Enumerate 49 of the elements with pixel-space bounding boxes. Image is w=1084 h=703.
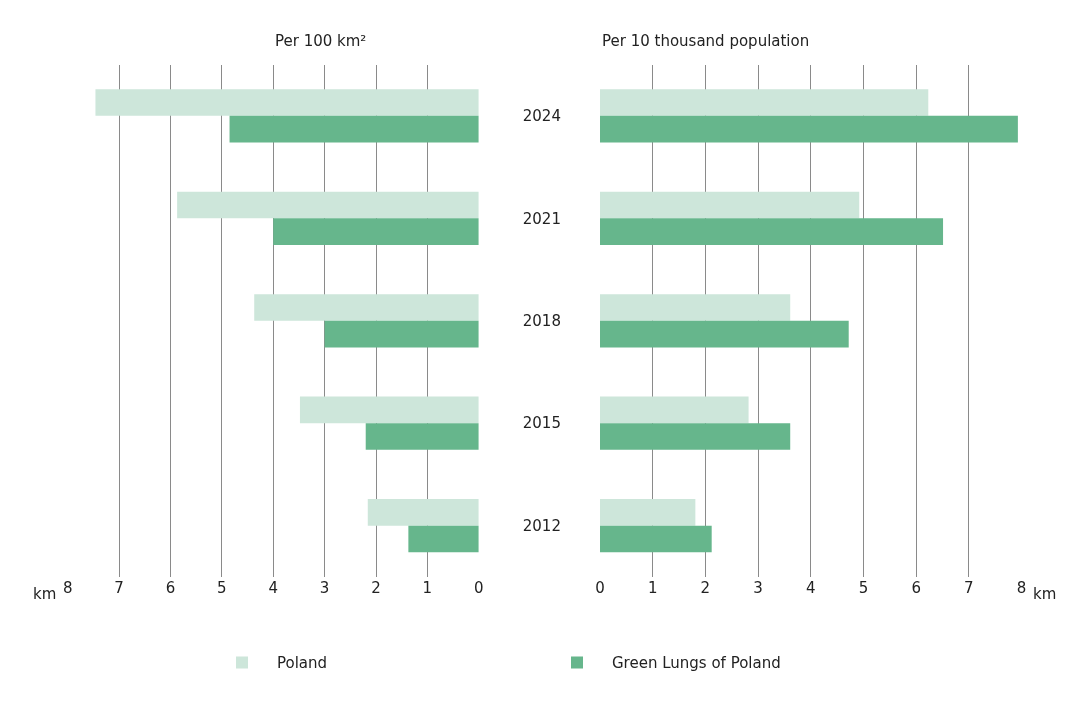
chart-title: Per 100 km² [275,32,367,50]
bar [599,396,749,424]
bar [299,396,479,424]
legend-label: Green Lungs of Poland [612,654,781,673]
x-tick-label: 2 [700,578,711,597]
bar [599,89,929,116]
bar [599,218,944,245]
x-tick-label: 7 [964,578,974,597]
chart-title: Per 10 thousand population [602,32,810,50]
x-tick-label: 1 [647,578,658,597]
x-tick-label: 4 [268,578,278,597]
x-tick-label: 2 [371,578,381,597]
y-tick-label: 2024 [522,107,561,126]
x-tick-label: 5 [217,578,227,597]
bar [273,218,479,245]
x-tick-label: 1 [422,578,433,597]
bar [365,423,479,450]
text: km [1033,585,1057,603]
bar [408,525,479,553]
bar [254,294,479,321]
bar [229,115,479,143]
x-tick-label: 0 [473,578,484,597]
x-tick-label: 7 [114,578,124,597]
text: km [33,585,57,603]
x-tick-label: 6 [911,578,921,597]
bar [599,115,1018,143]
y-tick-label: 2021 [522,209,561,228]
x-tick-label: 8 [62,578,73,597]
bar [599,499,696,526]
bar [599,320,849,348]
y-tick-label: 2012 [522,516,561,535]
x-tick-label: 3 [753,578,763,597]
x-tick-label: 3 [319,578,330,597]
x-tick-label: 6 [165,578,176,597]
y-tick-label: 2018 [522,312,561,331]
x-tick-label: 0 [595,578,605,597]
y-tick-label: 2015 [522,414,561,433]
legend-label: Poland [277,654,328,673]
x-tick-label: 8 [1016,578,1027,597]
x-tick-label: 4 [806,578,816,597]
bar [599,525,712,553]
bar [324,320,479,348]
x-tick-label: 5 [858,578,869,597]
bar [367,499,479,526]
bar [177,191,479,219]
bar [599,294,791,321]
bar [599,423,791,450]
bar [95,89,479,116]
bar [599,191,860,219]
